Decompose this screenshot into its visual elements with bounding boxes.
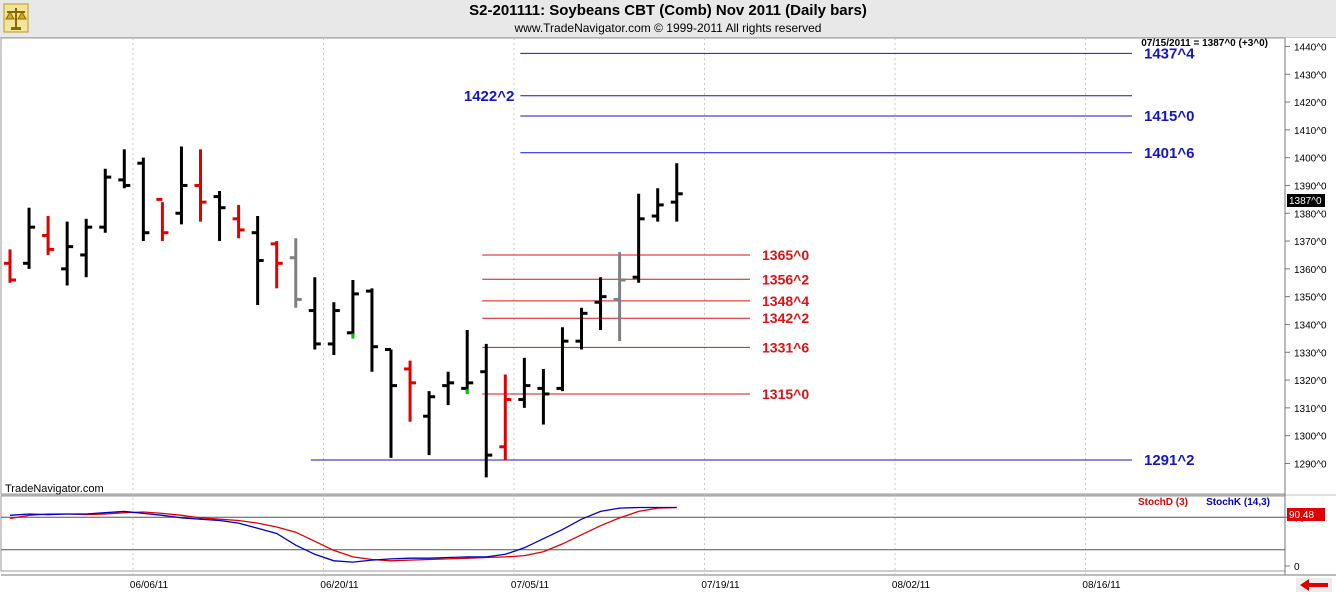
y-tick-label: 1340^0 xyxy=(1294,320,1327,331)
stochk-line xyxy=(9,506,677,563)
legend-stochd: StochD (3) xyxy=(1138,497,1188,508)
x-tick-label: 07/05/11 xyxy=(511,580,550,591)
chart-subtitle: www.TradeNavigator.com © 1999-2011 All r… xyxy=(514,21,822,35)
level-label: 1315^0 xyxy=(762,386,809,402)
ohlc-bar xyxy=(480,343,493,478)
ohlc-bar xyxy=(670,163,683,222)
ohlc-bar xyxy=(99,168,112,233)
y-tick-label: 1360^0 xyxy=(1294,265,1327,276)
ohlc-bar xyxy=(251,216,264,305)
ohlc-bar xyxy=(175,146,188,225)
left-arrow-icon[interactable] xyxy=(1296,578,1332,592)
stochd-line xyxy=(9,506,677,562)
stoch-value-label: 90.48 xyxy=(1289,510,1314,521)
ohlc-bar xyxy=(613,252,626,342)
y-tick-label: 1350^0 xyxy=(1294,293,1327,304)
ohlc-bar xyxy=(404,360,417,422)
level-label: 1365^0 xyxy=(762,247,809,263)
stoch-value-tag xyxy=(1287,508,1325,521)
legend-stochk: StochK (14,3) xyxy=(1206,497,1270,508)
ohlc-bar xyxy=(4,249,16,283)
chart-title: S2-201111: Soybeans CBT (Comb) Nov 2011 … xyxy=(469,2,867,19)
ohlc-bar xyxy=(289,238,302,308)
level-label: 1331^6 xyxy=(762,339,809,355)
y-tick-label: 1400^0 xyxy=(1294,154,1327,165)
ohlc-bar xyxy=(156,197,169,242)
level-label: 1415^0 xyxy=(1144,108,1194,125)
x-tick-label: 07/19/11 xyxy=(701,580,740,591)
ohlc-bar xyxy=(442,371,455,406)
level-label: 1356^2 xyxy=(762,271,809,287)
y-tick-label: 1310^0 xyxy=(1294,404,1327,415)
ohlc-bar xyxy=(137,157,150,242)
y-tick-label: 1420^0 xyxy=(1294,98,1327,109)
ohlc-bar xyxy=(232,204,245,239)
stoch-y-tick-label: 0 xyxy=(1294,562,1300,573)
ohlc-bar xyxy=(632,193,645,283)
watermark: TradeNavigator.com xyxy=(5,483,104,495)
y-tick-label: 1370^0 xyxy=(1294,237,1327,248)
ohlc-bar xyxy=(537,368,550,425)
ohlc-bar xyxy=(61,221,74,286)
x-tick-label: 06/06/11 xyxy=(130,580,169,591)
ohlc-bar xyxy=(23,207,36,269)
ohlc-bar xyxy=(118,149,131,189)
ohlc-bar xyxy=(42,216,55,255)
level-label: 1437^4 xyxy=(1144,45,1195,62)
y-tick-label: 1320^0 xyxy=(1294,376,1327,387)
level-label: 1422^2 xyxy=(464,88,514,105)
level-label: 1348^4 xyxy=(762,293,809,309)
ohlc-bar xyxy=(461,330,474,392)
level-label: 1342^2 xyxy=(762,310,809,326)
ohlc-bar xyxy=(365,288,378,372)
y-tick-label: 1380^0 xyxy=(1294,209,1327,220)
ohlc-bar xyxy=(518,357,531,408)
level-label: 1291^2 xyxy=(1144,452,1194,469)
y-tick-label: 1330^0 xyxy=(1294,348,1327,359)
x-tick-label: 08/02/11 xyxy=(892,580,931,591)
ohlc-bar xyxy=(385,347,397,458)
x-tick-label: 08/16/11 xyxy=(1082,580,1121,591)
scales-logo-icon[interactable] xyxy=(3,3,29,33)
ohlc-bar xyxy=(308,277,321,350)
ohlc-bar xyxy=(270,241,283,289)
last-price-tag xyxy=(1287,194,1325,207)
ohlc-bar xyxy=(213,191,226,242)
quote-readout: 07/15/2011 = 1387^0 (+3^0) xyxy=(1141,38,1268,49)
y-tick-label: 1300^0 xyxy=(1294,432,1327,443)
y-tick-label: 1440^0 xyxy=(1294,42,1327,53)
last-price-label: 1387^0 xyxy=(1289,196,1322,207)
ohlc-bar xyxy=(194,149,207,222)
ohlc-bar xyxy=(346,279,359,336)
ohlc-bar xyxy=(80,218,93,278)
ohlc-bar xyxy=(556,327,569,392)
y-tick-label: 1390^0 xyxy=(1294,181,1327,192)
x-tick-label: 06/20/11 xyxy=(320,580,359,591)
level-label: 1401^6 xyxy=(1144,145,1194,162)
y-tick-label: 1410^0 xyxy=(1294,126,1327,137)
ohlc-bar xyxy=(327,302,340,356)
ohlc-bar xyxy=(651,188,664,222)
price-pane xyxy=(0,37,1286,495)
y-tick-label: 1430^0 xyxy=(1294,70,1327,81)
ohlc-bar xyxy=(423,391,436,456)
ohlc-bar xyxy=(499,374,512,461)
ohlc-bar xyxy=(575,307,588,350)
y-tick-label: 1290^0 xyxy=(1294,459,1327,470)
ohlc-bar xyxy=(594,277,607,331)
